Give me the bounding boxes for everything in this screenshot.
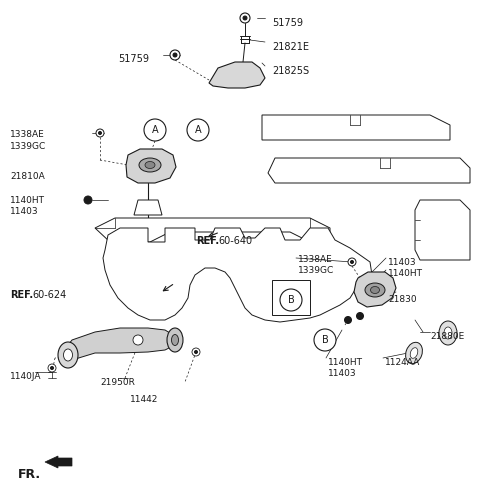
Circle shape: [96, 129, 104, 137]
Text: 21880E: 21880E: [430, 332, 464, 341]
Polygon shape: [126, 149, 176, 183]
Ellipse shape: [63, 349, 72, 361]
Text: 1140HT: 1140HT: [328, 358, 363, 367]
Ellipse shape: [371, 287, 380, 294]
Text: REF.: REF.: [10, 290, 33, 300]
Text: B: B: [288, 295, 294, 305]
Circle shape: [348, 258, 356, 266]
Text: 21830: 21830: [388, 295, 417, 304]
Text: 1140HT: 1140HT: [388, 269, 423, 278]
Circle shape: [240, 13, 250, 23]
Polygon shape: [262, 115, 450, 140]
Circle shape: [187, 119, 209, 141]
Text: 1338AE: 1338AE: [10, 130, 45, 139]
Circle shape: [194, 351, 197, 354]
Text: 60-624: 60-624: [32, 290, 66, 300]
Text: 1140JA: 1140JA: [10, 372, 41, 381]
Circle shape: [192, 348, 200, 356]
Text: 21825S: 21825S: [272, 66, 309, 76]
Ellipse shape: [410, 348, 418, 358]
Text: 11403: 11403: [10, 207, 38, 216]
Ellipse shape: [58, 342, 78, 368]
Ellipse shape: [444, 327, 452, 339]
Text: 11403: 11403: [328, 369, 357, 378]
Text: A: A: [152, 125, 158, 135]
Circle shape: [98, 131, 101, 134]
Polygon shape: [45, 456, 72, 468]
Text: A: A: [195, 125, 201, 135]
Circle shape: [280, 289, 302, 311]
Polygon shape: [95, 218, 330, 242]
Text: 21810A: 21810A: [10, 172, 45, 181]
Text: 21950R: 21950R: [100, 378, 135, 387]
Ellipse shape: [145, 161, 155, 168]
Text: 1140HT: 1140HT: [10, 196, 45, 205]
Circle shape: [144, 119, 166, 141]
Circle shape: [314, 329, 336, 351]
Circle shape: [84, 196, 92, 204]
Text: 11403: 11403: [388, 258, 417, 267]
Circle shape: [243, 16, 247, 20]
Ellipse shape: [167, 328, 183, 352]
Ellipse shape: [171, 335, 179, 346]
Text: 51759: 51759: [272, 18, 303, 28]
Text: FR.: FR.: [18, 468, 41, 481]
Circle shape: [173, 53, 177, 57]
Ellipse shape: [406, 342, 422, 364]
Polygon shape: [134, 200, 162, 215]
Polygon shape: [209, 62, 265, 88]
Polygon shape: [415, 200, 470, 260]
Polygon shape: [103, 228, 372, 322]
Circle shape: [350, 261, 353, 264]
Text: 1339GC: 1339GC: [10, 142, 46, 151]
Text: 60-640: 60-640: [218, 236, 252, 246]
Polygon shape: [272, 280, 310, 315]
Circle shape: [48, 364, 56, 372]
Circle shape: [133, 335, 143, 345]
Circle shape: [345, 317, 351, 324]
Polygon shape: [68, 328, 175, 365]
Text: 51759: 51759: [118, 54, 149, 64]
Text: 1338AE: 1338AE: [298, 255, 333, 264]
Circle shape: [50, 367, 53, 370]
Text: 1339GC: 1339GC: [298, 266, 334, 275]
Ellipse shape: [365, 283, 385, 297]
Ellipse shape: [139, 158, 161, 172]
Text: B: B: [322, 335, 328, 345]
Polygon shape: [354, 272, 396, 307]
Ellipse shape: [439, 321, 457, 345]
Polygon shape: [268, 158, 470, 183]
Text: 1124AA: 1124AA: [385, 358, 420, 367]
Text: 11442: 11442: [130, 395, 158, 404]
Text: REF.: REF.: [196, 236, 219, 246]
Text: 21821E: 21821E: [272, 42, 309, 52]
Circle shape: [170, 50, 180, 60]
Circle shape: [357, 313, 363, 320]
